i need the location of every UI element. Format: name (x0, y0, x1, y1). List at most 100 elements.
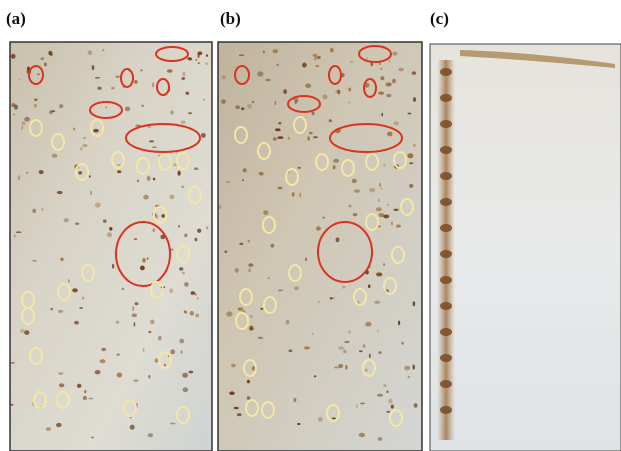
spot (44, 62, 47, 66)
spot (184, 282, 189, 287)
spot (275, 101, 277, 105)
spot (352, 179, 357, 183)
spot (312, 333, 314, 335)
spot (330, 297, 332, 299)
spot (153, 178, 155, 181)
spot (242, 179, 244, 181)
spot (387, 390, 389, 393)
spot (178, 171, 181, 176)
spot (379, 183, 381, 187)
spot (41, 57, 45, 60)
spot (273, 137, 277, 141)
spot (101, 348, 106, 351)
spot (143, 195, 149, 200)
spot (21, 126, 23, 131)
spot (77, 384, 82, 388)
spot (257, 71, 263, 76)
spot (297, 167, 301, 169)
spot (285, 320, 289, 325)
spot (383, 164, 386, 166)
spot (413, 365, 415, 370)
spot (10, 362, 15, 364)
spot (149, 331, 152, 334)
spot (78, 171, 82, 174)
spot (241, 107, 244, 110)
spot (259, 172, 264, 176)
spot (58, 372, 63, 375)
spot (348, 88, 351, 92)
spot (179, 339, 184, 344)
spot (22, 122, 26, 125)
spot (276, 64, 279, 66)
spot (342, 286, 346, 289)
spot (322, 217, 325, 219)
marker-band (440, 68, 452, 76)
marker-band (440, 146, 452, 154)
spot (152, 146, 157, 148)
spot (46, 427, 51, 431)
spot (359, 350, 363, 352)
spot (392, 79, 396, 84)
spot (130, 425, 135, 430)
spot (135, 302, 139, 305)
spot (197, 53, 199, 58)
spot (52, 154, 57, 158)
spot (387, 204, 389, 206)
spot (263, 50, 265, 53)
spot (72, 288, 78, 292)
spot (73, 128, 75, 131)
spot (50, 308, 53, 310)
spot (293, 398, 296, 402)
spot (398, 321, 400, 326)
spot (80, 147, 82, 151)
spot (79, 307, 83, 309)
marker-band (440, 328, 452, 336)
spot (132, 314, 137, 318)
spot (11, 54, 16, 59)
spot (141, 105, 144, 107)
spot (317, 56, 321, 59)
spot (184, 234, 187, 238)
spot (56, 423, 62, 427)
spot (116, 76, 120, 78)
spot (180, 350, 182, 354)
spot (349, 205, 352, 208)
spot (194, 238, 197, 242)
spot (248, 263, 253, 267)
spot (237, 413, 242, 416)
spot (134, 238, 137, 240)
marker-band (440, 224, 452, 232)
spot (378, 92, 384, 95)
spot (396, 224, 401, 227)
spot (37, 73, 40, 75)
spot (20, 329, 25, 333)
spot (95, 77, 100, 79)
spot (190, 311, 194, 316)
spot (369, 354, 371, 358)
spot (350, 61, 354, 63)
spot (309, 132, 313, 135)
spot (250, 315, 253, 318)
spot (344, 341, 349, 343)
spot (378, 198, 380, 202)
spot (271, 244, 275, 248)
spot (413, 144, 415, 147)
spot (414, 403, 418, 408)
spot (219, 205, 222, 209)
spot (386, 94, 391, 97)
spot (155, 358, 158, 362)
spot (105, 107, 107, 109)
spot (380, 188, 382, 190)
spot (381, 68, 383, 70)
spot (205, 62, 208, 65)
spot (90, 191, 92, 196)
marker-band (440, 250, 452, 258)
spot (337, 90, 340, 95)
spot (116, 321, 120, 324)
spot (391, 405, 394, 409)
spot (273, 49, 278, 53)
spot (401, 342, 403, 345)
gel-images (10, 42, 621, 451)
spot (188, 371, 193, 374)
spot (404, 366, 410, 371)
